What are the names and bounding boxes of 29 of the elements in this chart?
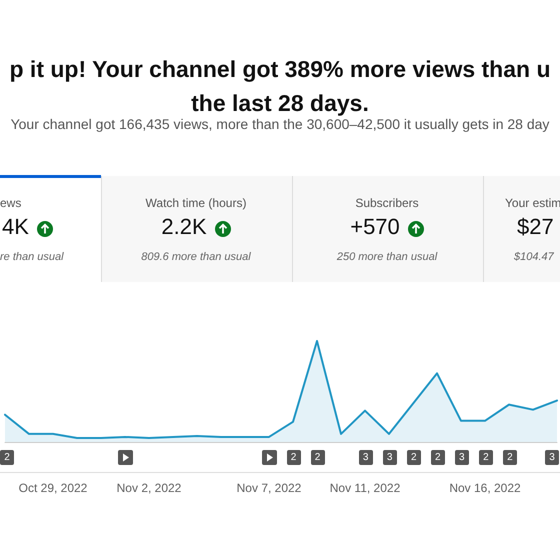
x-tick-label: Nov 2, 2022 <box>116 481 182 495</box>
x-tick-label: Nov 7, 2022 <box>236 481 302 495</box>
text: 2 <box>286 450 301 465</box>
text: 2 <box>310 450 325 465</box>
text: ews <box>0 196 22 210</box>
text: +570 <box>350 214 400 240</box>
text: 250 more than usual <box>336 251 438 263</box>
text: 2 <box>502 450 517 465</box>
text: 2 <box>406 450 421 465</box>
chart-subtitle: Your channel got 166,435 views, more than the 30,600–42,500 it usually gets in 28 day <box>10 116 550 132</box>
text: $104.47 <box>514 251 554 263</box>
text: 3 <box>545 450 559 465</box>
text: 2 <box>0 450 14 465</box>
text: 3 <box>382 450 397 465</box>
x-tick-label: Oct 29, 2022 <box>18 481 88 495</box>
text: 4K <box>2 214 29 240</box>
text: 2 <box>478 450 493 465</box>
text: re than usual <box>0 251 64 263</box>
x-tick-label: Nov 16, 2022 <box>449 481 522 495</box>
text: 2 <box>430 450 445 465</box>
text: $27 <box>517 214 554 240</box>
text: 2.2K <box>161 214 207 240</box>
text: Watch time (hours) <box>146 196 246 210</box>
text: Subscribers <box>355 196 419 210</box>
text: 3 <box>454 450 469 465</box>
text: 809.6 more than usual <box>141 251 251 263</box>
chart-title: p it up! Your channel got 389% more views than u the last 28 days. <box>8 55 552 118</box>
text: 3 <box>358 450 373 465</box>
x-tick-label: Nov 11, 2022 <box>330 481 401 495</box>
